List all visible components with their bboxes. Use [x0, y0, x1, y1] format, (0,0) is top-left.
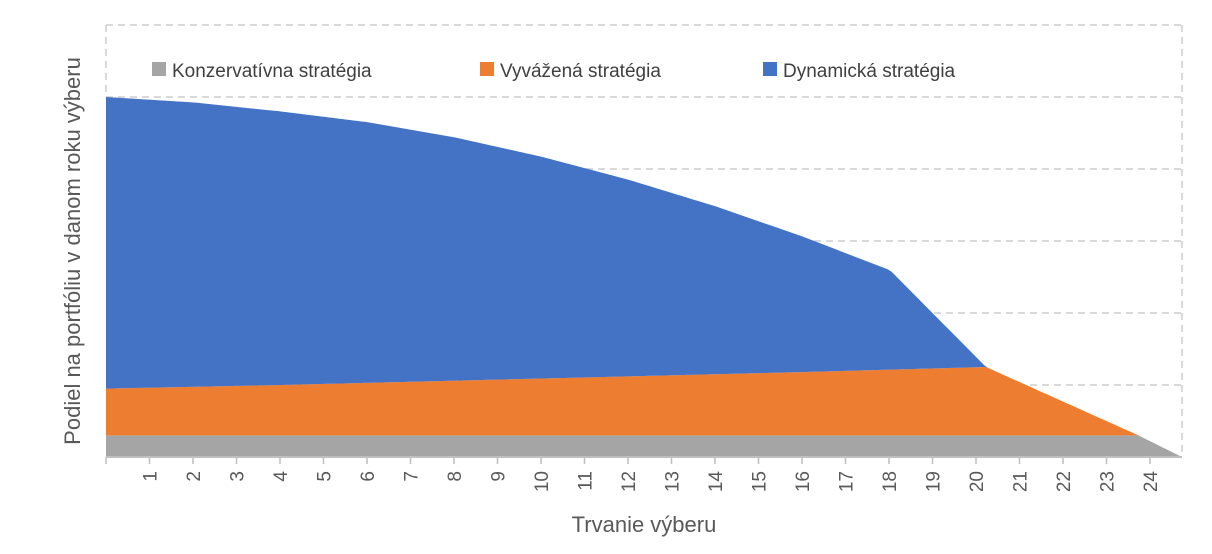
legend-item: Dynamická stratégia [763, 61, 956, 82]
x-tick-label: 5 [315, 471, 336, 482]
legend-label: Konzervatívna stratégia [172, 61, 372, 82]
plot-frame [105, 24, 1183, 457]
x-tick-label: 1 [141, 471, 162, 482]
legend: Konzervatívna stratégia Vyvážená stratégi… [152, 61, 956, 82]
x-tick-label: 2 [184, 471, 205, 482]
x-tick-label: 15 [750, 471, 771, 492]
x-tick-label: 20 [967, 471, 988, 492]
y-axis-title: Podiel na portfóliu v danom roku výberu [60, 57, 85, 445]
series-area-dynamicka [106, 97, 1182, 457]
x-tick-label: 18 [880, 471, 901, 492]
x-tick-label: 12 [619, 471, 640, 492]
x-tick-label: 8 [445, 471, 466, 482]
legend-swatch [480, 62, 494, 76]
legend-swatch [152, 62, 166, 76]
x-tick-label: 24 [1141, 471, 1162, 493]
x-tick-label: 17 [837, 471, 858, 492]
legend-label: Dynamická stratégia [783, 61, 956, 82]
x-tick-label: 3 [228, 471, 249, 482]
x-tick-label: 4 [271, 471, 292, 482]
x-axis-title: Trvanie výberu [572, 512, 717, 537]
x-tick-label: 22 [1054, 471, 1075, 492]
x-tick-label: 14 [706, 471, 727, 493]
series-areas [106, 97, 1182, 457]
x-tick-label: 16 [793, 471, 814, 492]
x-tick-label: 9 [489, 471, 510, 482]
x-tick-label: 11 [576, 471, 597, 491]
x-tick-label: 19 [924, 471, 945, 492]
x-tick-label: 7 [402, 471, 423, 482]
legend-swatch [763, 62, 777, 76]
x-tick-label: 13 [663, 471, 684, 492]
x-tick-label: 6 [358, 471, 379, 482]
series-area-vyvazena [106, 367, 1182, 457]
x-tick-label: 10 [532, 471, 553, 492]
series-area-konzervativna [106, 435, 1182, 457]
legend-label: Vyvážená stratégia [500, 61, 661, 82]
x-tick-label: 21 [1011, 471, 1032, 492]
legend-item: Vyvážená stratégia [480, 61, 661, 82]
legend-item: Konzervatívna stratégia [152, 61, 372, 82]
x-axis: 1 2 3 4 5 6 7 8 9 10 11 12 13 14 15 16 17 18 19 20 21 22 23 24 [105, 456, 1182, 493]
x-tick-label: 23 [1098, 471, 1119, 492]
